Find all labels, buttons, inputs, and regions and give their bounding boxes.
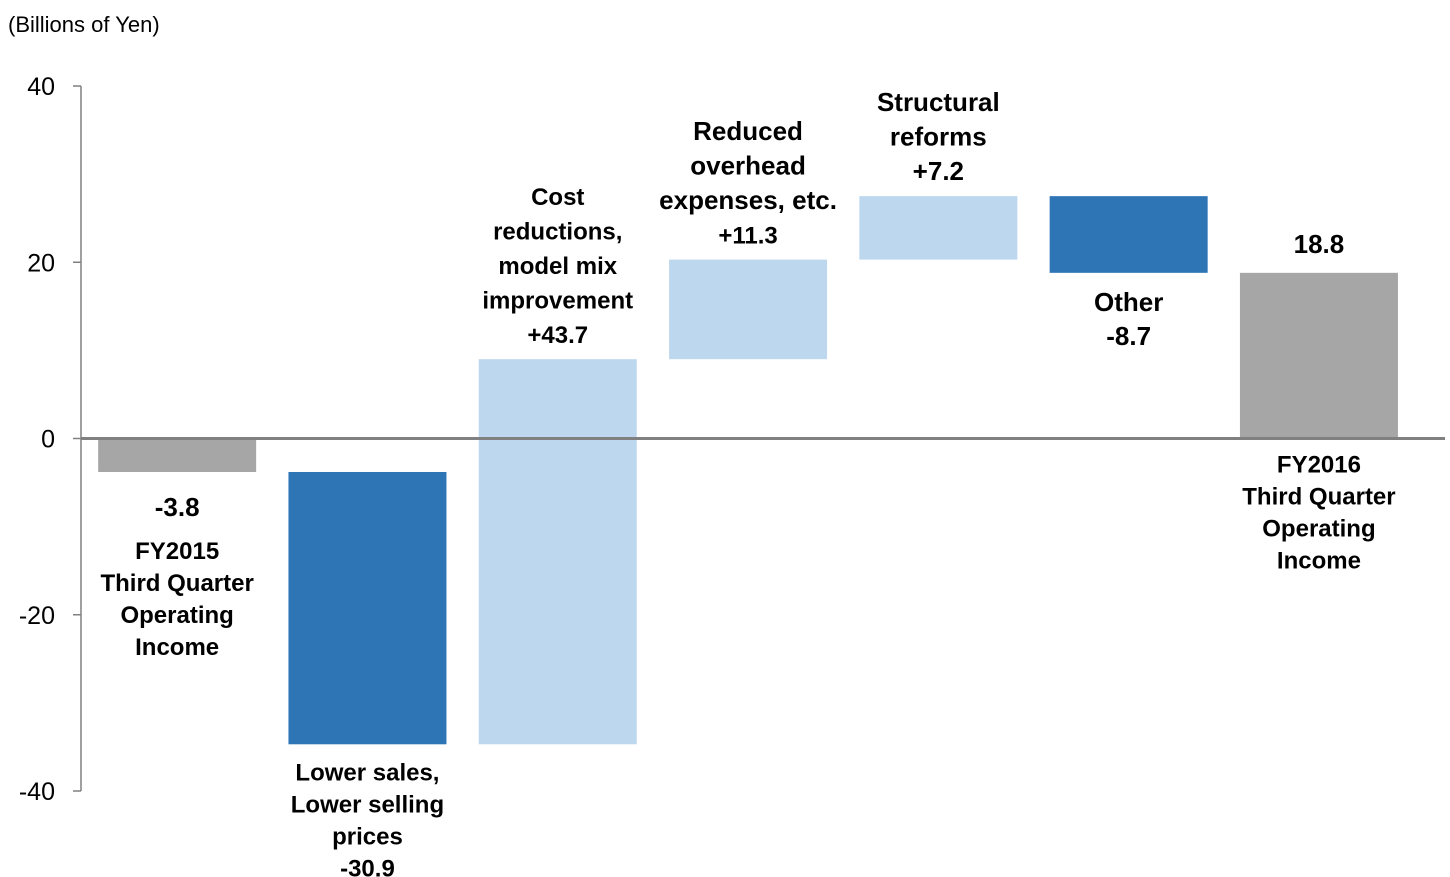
category-label-step-2: prices (332, 823, 403, 850)
category-label-step-3: reductions, (493, 219, 622, 246)
y-tick-label: 20 (27, 249, 55, 277)
axis-layer: 40 20 0 -20 -40 (19, 73, 82, 806)
category-label-step-6: Other (1094, 287, 1163, 317)
category-label-step-7: Third Quarter (1242, 484, 1395, 511)
labels-layer: -3.8 FY2015 Third Quarter Operating Income Lo… (100, 87, 1395, 877)
data-label-step-5: +7.2 (913, 156, 964, 186)
data-label-step-2: -30.9 (340, 855, 395, 877)
data-label-step-1: -3.8 (155, 492, 200, 522)
category-label-step-7: Operating (1262, 516, 1375, 543)
bar-step-3 (478, 359, 637, 745)
bar-step-5 (859, 196, 1018, 260)
category-label-step-4: Reduced (693, 116, 803, 146)
category-label-step-1: Third Quarter (100, 570, 253, 597)
category-label-step-1: Income (135, 634, 219, 661)
bar-step-2 (288, 471, 447, 745)
data-label-step-3: +43.7 (527, 322, 588, 349)
category-label-step-3: Cost (531, 184, 584, 211)
unit-label: (Billions of Yen) (8, 12, 160, 37)
y-tick-label: 0 (41, 426, 55, 454)
bar-step-6 (1049, 196, 1208, 273)
category-label-step-5: reforms (890, 122, 987, 152)
category-label-step-7: FY2016 (1277, 452, 1361, 479)
category-label-step-4: overhead (690, 151, 806, 181)
bars-layer (81, 196, 1445, 745)
bar-step-4 (669, 259, 828, 360)
category-label-step-4: expenses, etc. (659, 185, 837, 215)
y-tick-label: -40 (19, 778, 55, 806)
category-label-step-1: FY2015 (135, 538, 219, 565)
category-label-step-2: Lower sales, (295, 759, 439, 786)
category-label-step-3: model mix (498, 253, 617, 280)
category-label-step-1: Operating (120, 602, 233, 629)
bar-step-7 (1239, 272, 1398, 439)
data-label-step-6: -8.7 (1106, 321, 1151, 351)
category-label-step-3: improvement (482, 288, 633, 315)
data-label-step-7: 18.8 (1294, 229, 1345, 259)
y-tick-label: -20 (19, 602, 55, 630)
data-label-step-4: +11.3 (718, 223, 777, 250)
category-label-step-7: Income (1277, 548, 1361, 575)
bar-step-1 (98, 438, 257, 472)
y-tick-label: 40 (27, 73, 55, 101)
category-label-step-2: Lower selling (291, 791, 444, 818)
category-label-step-5: Structural (877, 87, 1000, 117)
